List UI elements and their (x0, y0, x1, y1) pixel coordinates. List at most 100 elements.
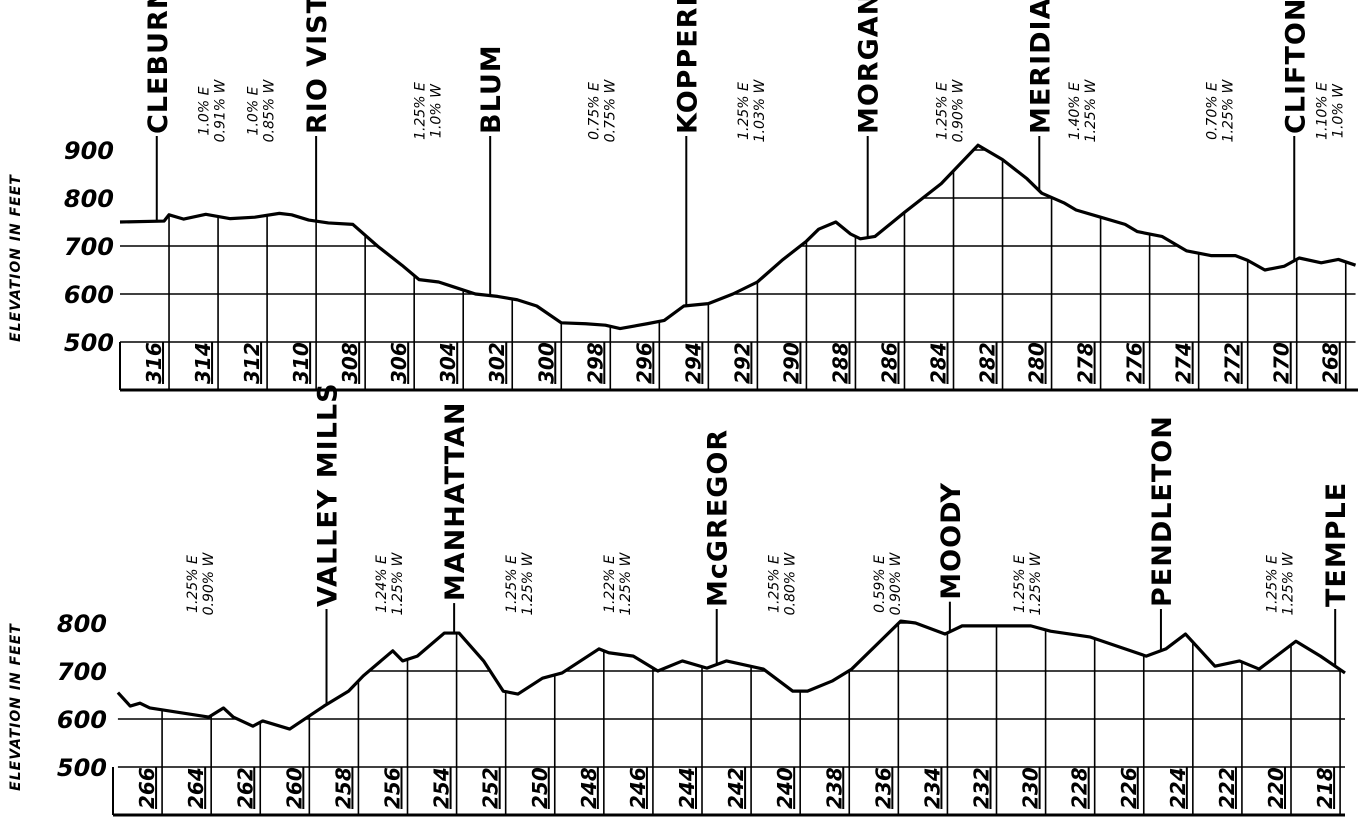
grade-west: 1.25% W (1083, 78, 1099, 142)
station-name: MOODY (936, 482, 967, 600)
x-tick-label: 234 (920, 767, 944, 809)
x-tick-label: 226 (1117, 767, 1141, 809)
x-tick-label: 218 (1313, 767, 1337, 809)
grade-east: 1.0% E (197, 86, 213, 135)
grade-east: 1.40% E (1067, 82, 1083, 140)
grade-east: 1.0% E (246, 86, 262, 135)
grade-west: 0.91% W (213, 78, 229, 142)
x-tick-label: 304 (436, 342, 460, 384)
grade-east: 1.25% E (504, 555, 520, 613)
x-tick-label: 266 (135, 767, 159, 809)
grade-west: 0.85% W (262, 78, 278, 142)
station-name: TEMPLE (1321, 482, 1352, 607)
x-tick-label: 260 (282, 767, 306, 809)
profile-line (119, 143, 1357, 331)
x-tick-label: 316 (142, 342, 166, 384)
x-tick-label: 282 (976, 342, 1000, 384)
grade-east: 1.22% E (602, 555, 618, 613)
x-tick-label: 268 (1319, 342, 1343, 384)
x-tick-label: 240 (773, 767, 797, 809)
grade-west: 1.25% W (1281, 551, 1297, 615)
x-tick-label: 254 (430, 767, 454, 809)
grade-west: 1.25% W (1220, 78, 1236, 142)
x-tick-label: 264 (184, 767, 208, 809)
y-tick-label: 700 (64, 233, 114, 261)
grade-west: 1.25% W (1028, 551, 1044, 615)
y-tick-label: 700 (57, 658, 107, 686)
x-tick-label: 298 (583, 342, 607, 384)
y-tick-label: 600 (64, 281, 114, 309)
station-name: CLIFTON (1280, 0, 1311, 134)
y-axis-label: ELEVATION IN FEET (8, 174, 24, 342)
x-tick-label: 290 (779, 342, 803, 384)
grade-west: 0.90% W (951, 78, 967, 142)
x-tick-label: 258 (331, 767, 355, 809)
x-tick-label: 238 (822, 767, 846, 809)
profile-line (116, 619, 1346, 731)
x-tick-label: 294 (681, 342, 705, 384)
x-tick-label: 246 (626, 767, 650, 809)
x-tick-label: 272 (1221, 342, 1245, 384)
grade-west: 0.90% W (888, 551, 904, 615)
x-tick-label: 300 (534, 342, 558, 384)
station-name: PENDLETON (1147, 415, 1178, 607)
x-tick-label: 314 (191, 342, 215, 384)
x-tick-label: 256 (381, 767, 405, 809)
grade-east: 1.25% E (185, 555, 201, 613)
grade-east: 1.25% E (935, 82, 951, 140)
y-tick-label: 900 (64, 137, 114, 165)
x-tick-label: 244 (675, 767, 699, 809)
x-tick-label: 302 (485, 342, 509, 384)
y-axis-label: ELEVATION IN FEET (8, 623, 24, 791)
grade-west: 1.0% W (428, 83, 444, 138)
station-name: MORGAN (854, 0, 885, 134)
x-tick-label: 306 (387, 342, 411, 384)
grade-west: 1.25% W (520, 551, 536, 615)
grade-west: 1.0% W (1331, 83, 1347, 138)
station-name: MANHATTAN (440, 401, 471, 601)
x-tick-label: 308 (338, 342, 362, 384)
x-tick-label: 278 (1074, 342, 1098, 384)
y-tick-label: 600 (57, 706, 107, 734)
station-name: CLEBURNE (143, 0, 174, 134)
grade-east: 0.59% E (872, 555, 888, 613)
grade-west: 1.25% W (618, 551, 634, 615)
x-tick-label: 248 (577, 767, 601, 809)
grade-west: 0.75% W (602, 78, 618, 142)
station-name: RIO VISTA (302, 0, 333, 134)
y-tick-label: 500 (57, 754, 107, 782)
x-tick-label: 274 (1172, 342, 1196, 384)
grade-east: 0.70% E (1204, 82, 1220, 140)
station-name: KOPPERL (672, 0, 703, 134)
grade-east: 0.75% E (586, 82, 602, 140)
grade-east: 1.10% E (1315, 82, 1331, 140)
x-tick-label: 224 (1166, 767, 1190, 809)
grade-east: 1.25% E (412, 82, 428, 140)
grade-west: 0.80% W (783, 551, 799, 615)
x-tick-label: 288 (828, 342, 852, 384)
grade-east: 1.25% E (736, 82, 752, 140)
y-tick-label: 500 (64, 329, 114, 357)
x-tick-label: 242 (724, 767, 748, 809)
x-tick-label: 262 (233, 767, 257, 809)
station-name: BLUM (476, 44, 507, 134)
x-tick-label: 292 (730, 342, 754, 384)
x-tick-label: 232 (970, 767, 994, 809)
x-tick-label: 284 (927, 342, 951, 384)
station-name: McGREGOR (703, 429, 734, 607)
x-tick-label: 286 (877, 342, 901, 384)
x-tick-label: 222 (1215, 767, 1239, 809)
x-tick-label: 310 (289, 342, 313, 384)
x-tick-label: 296 (632, 342, 656, 384)
station-name: VALLEY MILLS (313, 382, 344, 607)
x-tick-label: 250 (528, 767, 552, 809)
x-tick-label: 252 (479, 767, 503, 809)
station-name: MERIDIAN (1025, 0, 1056, 134)
grade-east: 1.25% E (1012, 555, 1028, 613)
x-tick-label: 228 (1068, 767, 1092, 809)
y-tick-label: 800 (64, 185, 114, 213)
x-tick-label: 230 (1019, 767, 1043, 809)
grade-west: 1.03% W (752, 78, 768, 142)
grade-east: 1.24% E (374, 555, 390, 613)
